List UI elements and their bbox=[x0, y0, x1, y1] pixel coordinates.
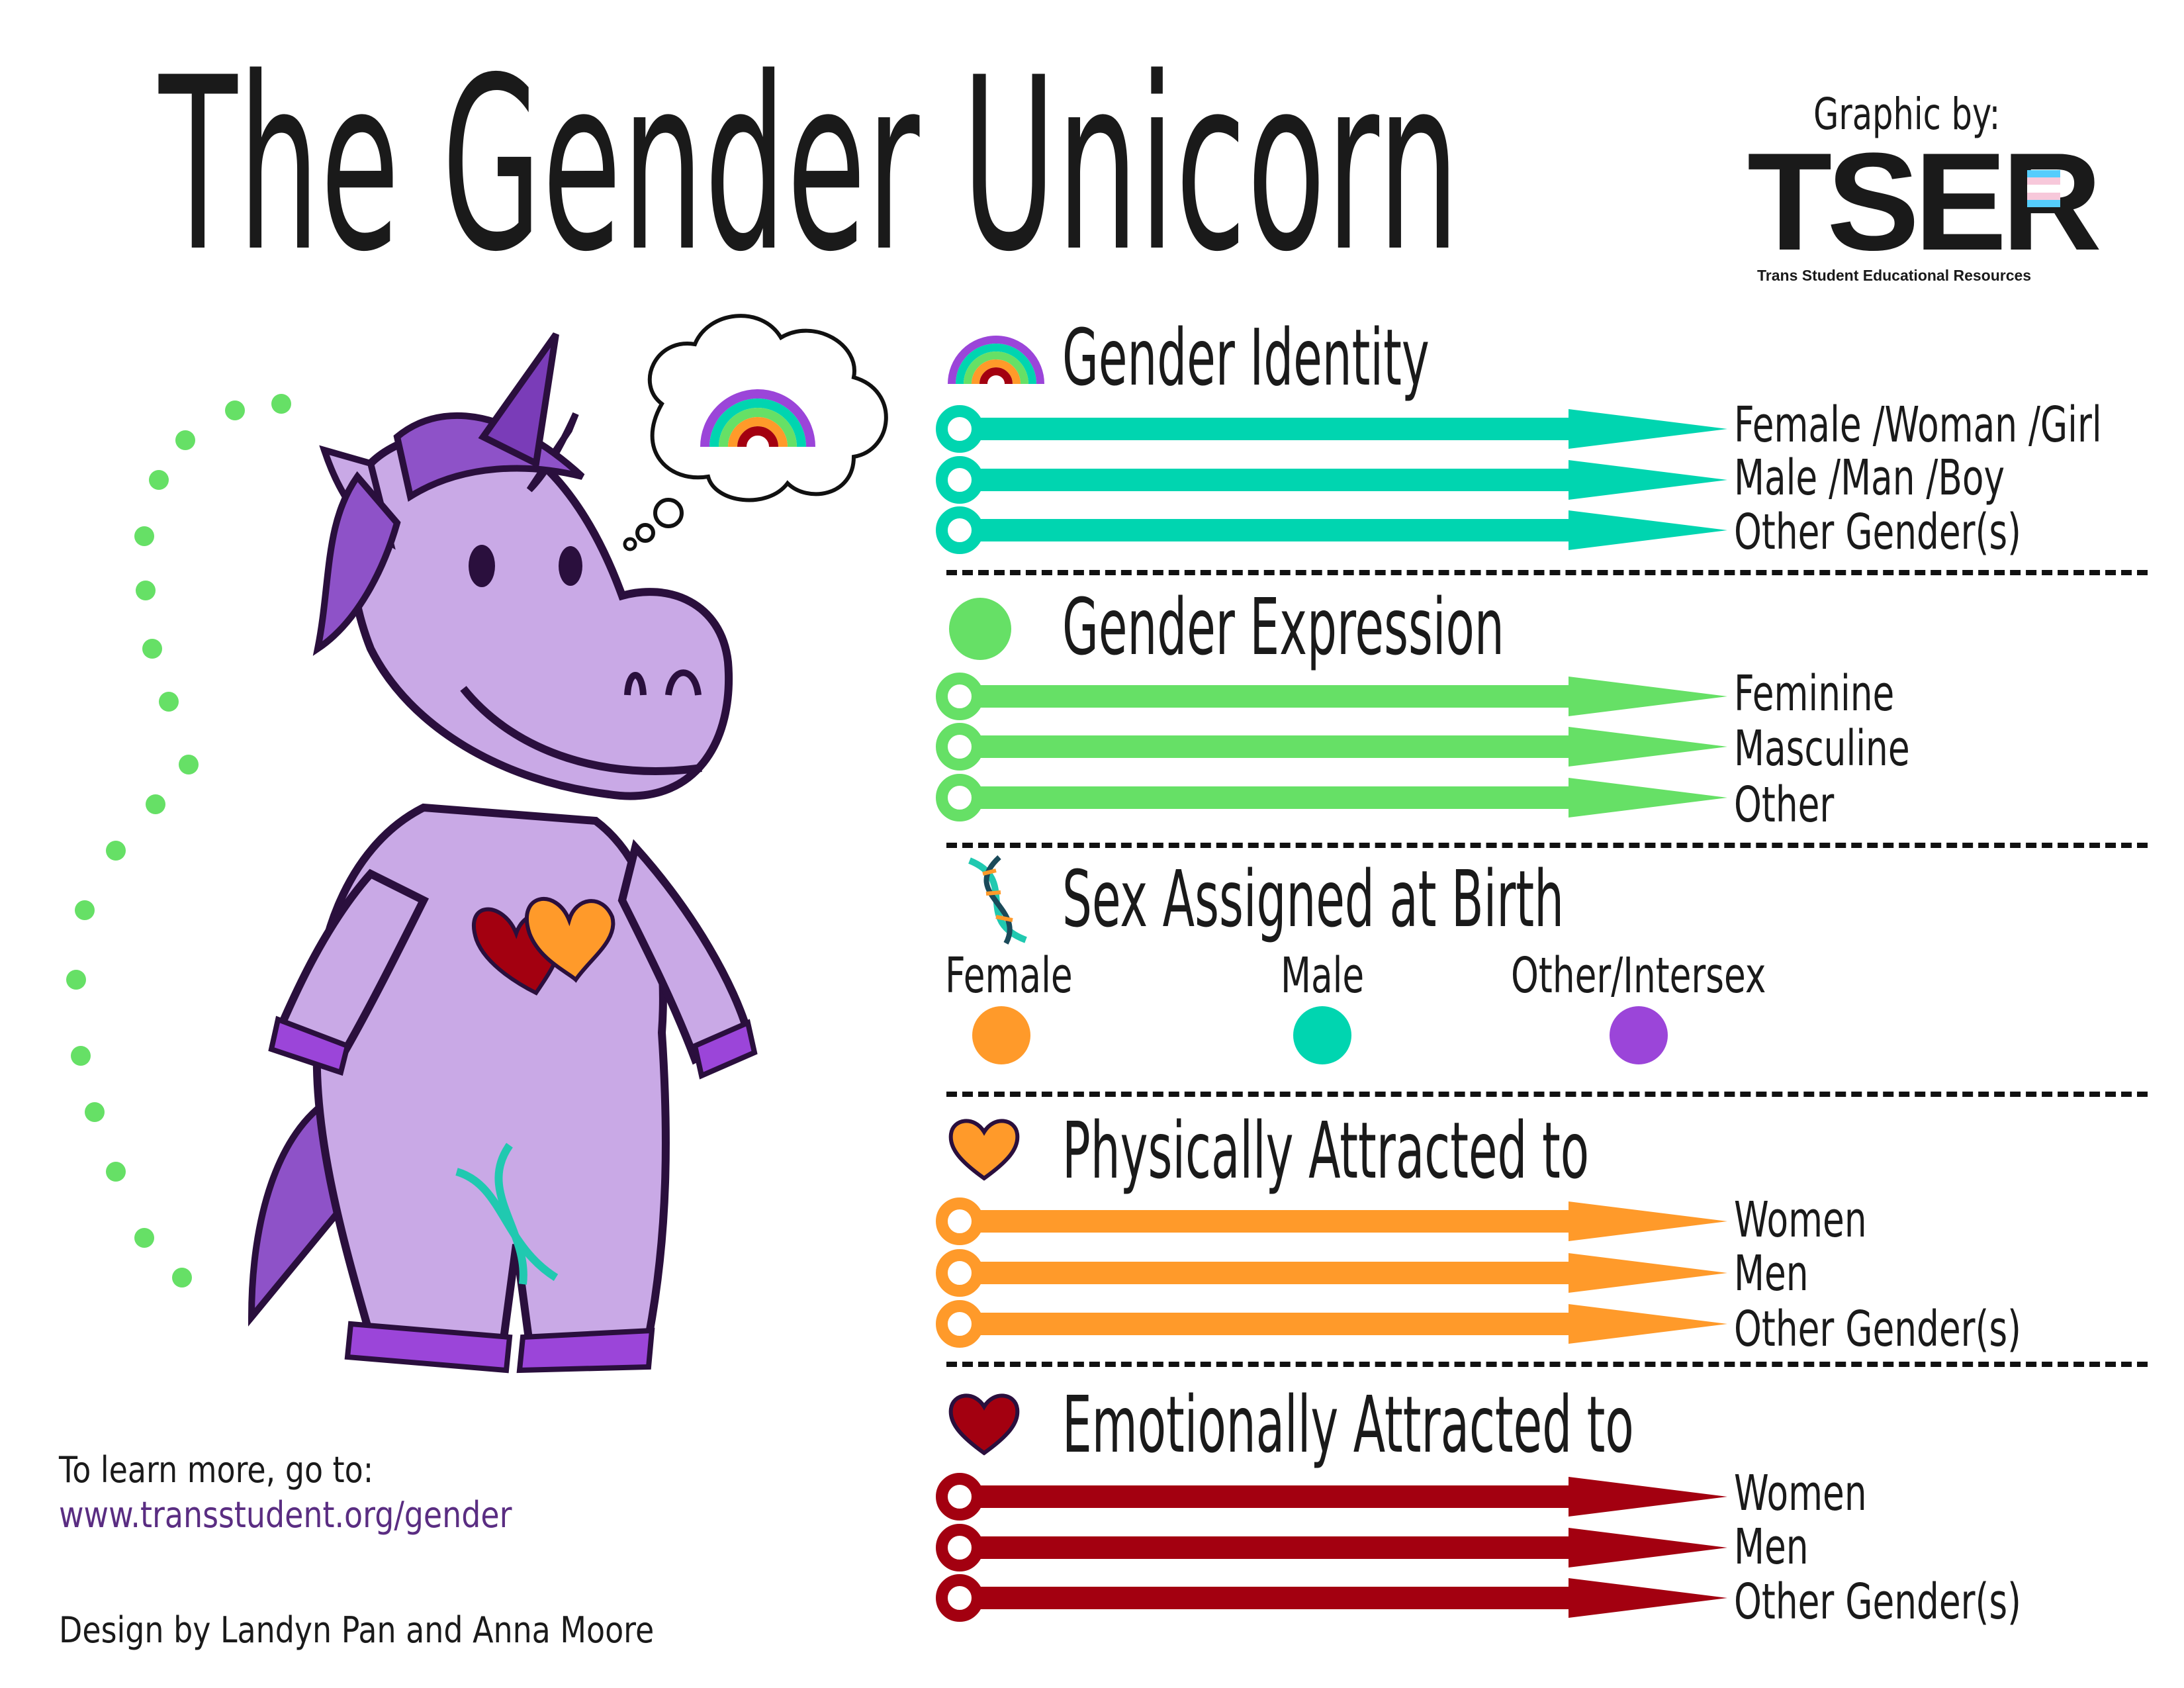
label-text: Male /Man /Boy bbox=[1734, 449, 2005, 506]
tser-logo: TSER bbox=[1747, 132, 2144, 271]
learn-more-link[interactable]: www.transstudent.org/gender bbox=[59, 1495, 787, 1536]
sex-dot-other-intersex[interactable] bbox=[1610, 1006, 1668, 1064]
dotted-arc bbox=[66, 394, 291, 1288]
heading-text: Sex Assigned at Birth bbox=[1062, 853, 1564, 945]
label-text: Women bbox=[1734, 1465, 1867, 1522]
label-male-man-boy: Male /Man /Boy bbox=[1734, 453, 2158, 503]
tser-subtitle: Trans Student Educational Resources bbox=[1757, 267, 2032, 284]
label-text: Other Gender(s) bbox=[1734, 1573, 2021, 1630]
label-text: Male bbox=[1281, 947, 1365, 1004]
label-text: Female /Woman /Girl bbox=[1734, 397, 2102, 453]
label-text: Other Gender(s) bbox=[1734, 1301, 2021, 1358]
red-heart-icon bbox=[948, 1393, 1020, 1456]
sex-dot-female[interactable] bbox=[972, 1006, 1030, 1064]
label-feminine: Feminine bbox=[1734, 669, 2158, 719]
circle-icon bbox=[949, 598, 1011, 660]
divider bbox=[946, 1092, 2148, 1097]
label-text: Men bbox=[1734, 1245, 1809, 1302]
heading-physically-attracted: Physically Attracted to bbox=[1062, 1105, 1717, 1196]
gender-expression-arrow-other[interactable] bbox=[933, 771, 1727, 824]
emotional-arrow-other[interactable] bbox=[933, 1571, 1727, 1624]
emotional-arrow-women[interactable] bbox=[933, 1470, 1727, 1523]
thought-rainbow-icon bbox=[700, 389, 815, 447]
dna-body-icon bbox=[455, 1143, 559, 1285]
label-women: Women bbox=[1734, 1195, 2158, 1245]
label-other-expression: Other bbox=[1734, 780, 2158, 830]
gender-expression-arrow-feminine[interactable] bbox=[933, 670, 1727, 723]
sex-option-male: Male bbox=[1281, 948, 1499, 1004]
title-text: The Gender Unicorn bbox=[159, 26, 1461, 304]
rainbow-icon bbox=[948, 336, 1044, 385]
label-women: Women bbox=[1734, 1468, 2158, 1519]
design-credit: Design by Landyn Pan and Anna Moore bbox=[59, 1610, 787, 1651]
label-text: Other Gender(s) bbox=[1734, 504, 2021, 561]
orange-heart-icon bbox=[948, 1119, 1020, 1181]
label-men: Men bbox=[1734, 1248, 2158, 1299]
label-text: Feminine bbox=[1734, 665, 1895, 722]
trans-flag-icon bbox=[2027, 170, 2060, 207]
heading-sex-assigned: Sex Assigned at Birth bbox=[1062, 853, 1717, 945]
label-other-genders: Other Gender(s) bbox=[1734, 507, 2158, 557]
graphic-credit-label: Graphic by: bbox=[1813, 93, 2078, 136]
sex-option-female: Female bbox=[945, 948, 1163, 1004]
dna-icon bbox=[968, 855, 1027, 945]
physical-arrow-other[interactable] bbox=[933, 1297, 1727, 1350]
url-link[interactable]: www.transstudent.org/gender bbox=[59, 1494, 512, 1536]
label-text: Other bbox=[1734, 776, 1835, 833]
sex-option-other-intersex: Other/Intersex bbox=[1511, 948, 1766, 1004]
heading-text: Physically Attracted to bbox=[1062, 1105, 1590, 1196]
physical-arrow-men[interactable] bbox=[933, 1246, 1727, 1299]
heading-gender-expression: Gender Expression bbox=[1062, 581, 1717, 673]
learn-more-text: To learn more, go to: bbox=[59, 1450, 787, 1491]
label-text: Masculine bbox=[1734, 720, 1910, 777]
gender-identity-arrow-male[interactable] bbox=[933, 453, 1727, 506]
heading-text: Gender Expression bbox=[1062, 581, 1504, 673]
gender-identity-arrow-other[interactable] bbox=[933, 504, 1727, 557]
gender-expression-arrow-masculine[interactable] bbox=[933, 720, 1727, 773]
credit-text: Graphic by: bbox=[1813, 89, 2001, 140]
label-masculine: Masculine bbox=[1734, 724, 2158, 774]
divider bbox=[946, 1362, 2148, 1367]
design-credit-text: Design by Landyn Pan and Anna Moore bbox=[59, 1609, 655, 1651]
page-title: The Gender Unicorn bbox=[159, 40, 1648, 291]
emotional-arrow-men[interactable] bbox=[933, 1521, 1727, 1574]
label-text: Other/Intersex bbox=[1511, 947, 1766, 1004]
label-other-genders: Other Gender(s) bbox=[1734, 1577, 2158, 1627]
learn-more-label: To learn more, go to: bbox=[59, 1449, 374, 1491]
unicorn-illustration bbox=[66, 314, 888, 1374]
label-text: Female bbox=[945, 947, 1073, 1004]
heading-text: Emotionally Attracted to bbox=[1062, 1379, 1634, 1470]
label-text: Women bbox=[1734, 1192, 1867, 1248]
gender-identity-arrow-female[interactable] bbox=[933, 402, 1727, 455]
heading-text: Gender Identity bbox=[1062, 312, 1430, 403]
heading-gender-identity: Gender Identity bbox=[1062, 312, 1717, 403]
label-text: Men bbox=[1734, 1519, 1809, 1575]
physical-arrow-women[interactable] bbox=[933, 1195, 1727, 1248]
divider bbox=[946, 570, 2148, 575]
label-men: Men bbox=[1734, 1522, 2158, 1572]
divider bbox=[946, 843, 2148, 848]
sex-dot-male[interactable] bbox=[1293, 1006, 1351, 1064]
label-other-genders: Other Gender(s) bbox=[1734, 1304, 2158, 1354]
heading-emotionally-attracted: Emotionally Attracted to bbox=[1062, 1379, 1717, 1470]
label-female-woman-girl: Female /Woman /Girl bbox=[1734, 400, 2158, 450]
